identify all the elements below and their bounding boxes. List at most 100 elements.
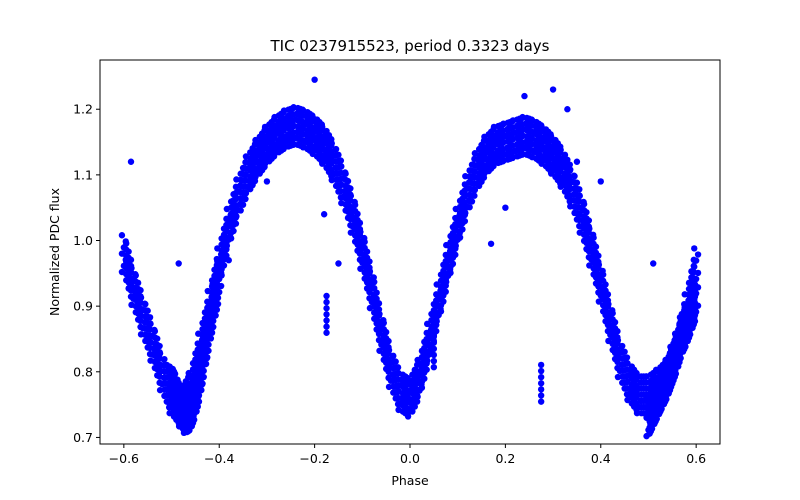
- y-tick-label: 0.7: [73, 430, 93, 445]
- data-point: [595, 252, 602, 259]
- data-point: [404, 413, 412, 420]
- data-point: [323, 323, 330, 330]
- data-point: [156, 342, 163, 350]
- data-point: [232, 220, 240, 227]
- data-point: [233, 213, 240, 220]
- data-points: [118, 76, 702, 440]
- data-point: [576, 192, 583, 200]
- data-point: [137, 287, 144, 294]
- data-point: [198, 386, 205, 394]
- data-point: [337, 157, 345, 164]
- data-point: [338, 163, 345, 170]
- data-point: [611, 319, 619, 326]
- data-point: [437, 308, 445, 315]
- data-point: [557, 146, 564, 154]
- data-point: [468, 198, 476, 205]
- data-point: [214, 258, 221, 265]
- data-point: [471, 192, 478, 199]
- data-point: [147, 320, 154, 328]
- data-point: [213, 306, 221, 313]
- data-point: [375, 300, 383, 307]
- data-point: [609, 310, 616, 317]
- data-point: [144, 307, 151, 314]
- data-point: [132, 272, 139, 279]
- data-point: [212, 312, 219, 319]
- data-point: [580, 200, 588, 208]
- data-point: [199, 367, 207, 374]
- x-tick-label: −0.4: [204, 451, 234, 466]
- data-point: [239, 201, 247, 208]
- data-point: [576, 186, 583, 193]
- data-point: [227, 235, 235, 242]
- data-point: [127, 256, 135, 264]
- data-point: [361, 238, 368, 246]
- data-point: [456, 234, 464, 241]
- data-point: [423, 366, 430, 373]
- data-point: [564, 106, 571, 113]
- data-point: [154, 335, 161, 342]
- data-point: [195, 393, 202, 400]
- data-point: [567, 166, 574, 173]
- data-point: [214, 300, 222, 308]
- data-point: [692, 308, 700, 316]
- data-point: [602, 281, 609, 288]
- data-point: [604, 291, 612, 298]
- data-point: [537, 361, 545, 369]
- data-point: [561, 151, 569, 159]
- data-point: [421, 375, 428, 382]
- data-point: [537, 398, 545, 405]
- data-point: [344, 204, 352, 211]
- data-point: [127, 158, 135, 165]
- data-point: [223, 242, 231, 249]
- data-point: [459, 226, 466, 233]
- data-point: [347, 185, 354, 192]
- data-point: [452, 242, 459, 249]
- data-point: [323, 329, 330, 336]
- data-point: [597, 178, 604, 185]
- data-point: [328, 140, 335, 147]
- data-point: [394, 364, 402, 371]
- data-point: [366, 258, 373, 265]
- data-point: [380, 319, 387, 327]
- y-axis-ticks: 0.7 0.8 0.9 1.0 1.1 1.2: [73, 102, 100, 445]
- data-point: [590, 234, 597, 241]
- data-point: [320, 211, 328, 218]
- data-point: [502, 204, 509, 211]
- data-point: [440, 298, 447, 305]
- data-point: [414, 393, 421, 400]
- data-point: [430, 327, 438, 334]
- data-point: [216, 288, 223, 296]
- data-point: [430, 357, 438, 365]
- data-point: [691, 296, 698, 303]
- data-point: [175, 260, 182, 267]
- data-point: [214, 276, 221, 284]
- data-point: [156, 350, 164, 357]
- data-point: [323, 305, 330, 312]
- data-point: [342, 170, 349, 177]
- data-point: [347, 192, 355, 200]
- data-point: [237, 207, 244, 214]
- chart-title: TIC 0237915523, period 0.3323 days: [269, 37, 549, 55]
- data-point: [134, 279, 142, 287]
- data-point: [390, 352, 397, 360]
- data-point: [204, 354, 211, 361]
- data-point: [335, 260, 342, 267]
- data-point: [583, 209, 590, 216]
- data-point: [549, 86, 557, 93]
- data-point: [537, 373, 545, 381]
- data-point: [650, 260, 657, 267]
- data-point: [202, 360, 210, 368]
- data-point: [430, 351, 438, 359]
- data-point: [376, 310, 383, 318]
- data-point: [263, 178, 271, 185]
- data-point: [323, 311, 330, 318]
- data-point: [204, 341, 211, 348]
- data-point: [195, 398, 203, 405]
- x-axis-label: Phase: [391, 473, 429, 488]
- data-point: [351, 201, 359, 209]
- data-point: [466, 204, 473, 211]
- data-point: [537, 380, 545, 387]
- data-point: [366, 268, 374, 275]
- data-point: [356, 219, 364, 227]
- data-point: [123, 240, 130, 247]
